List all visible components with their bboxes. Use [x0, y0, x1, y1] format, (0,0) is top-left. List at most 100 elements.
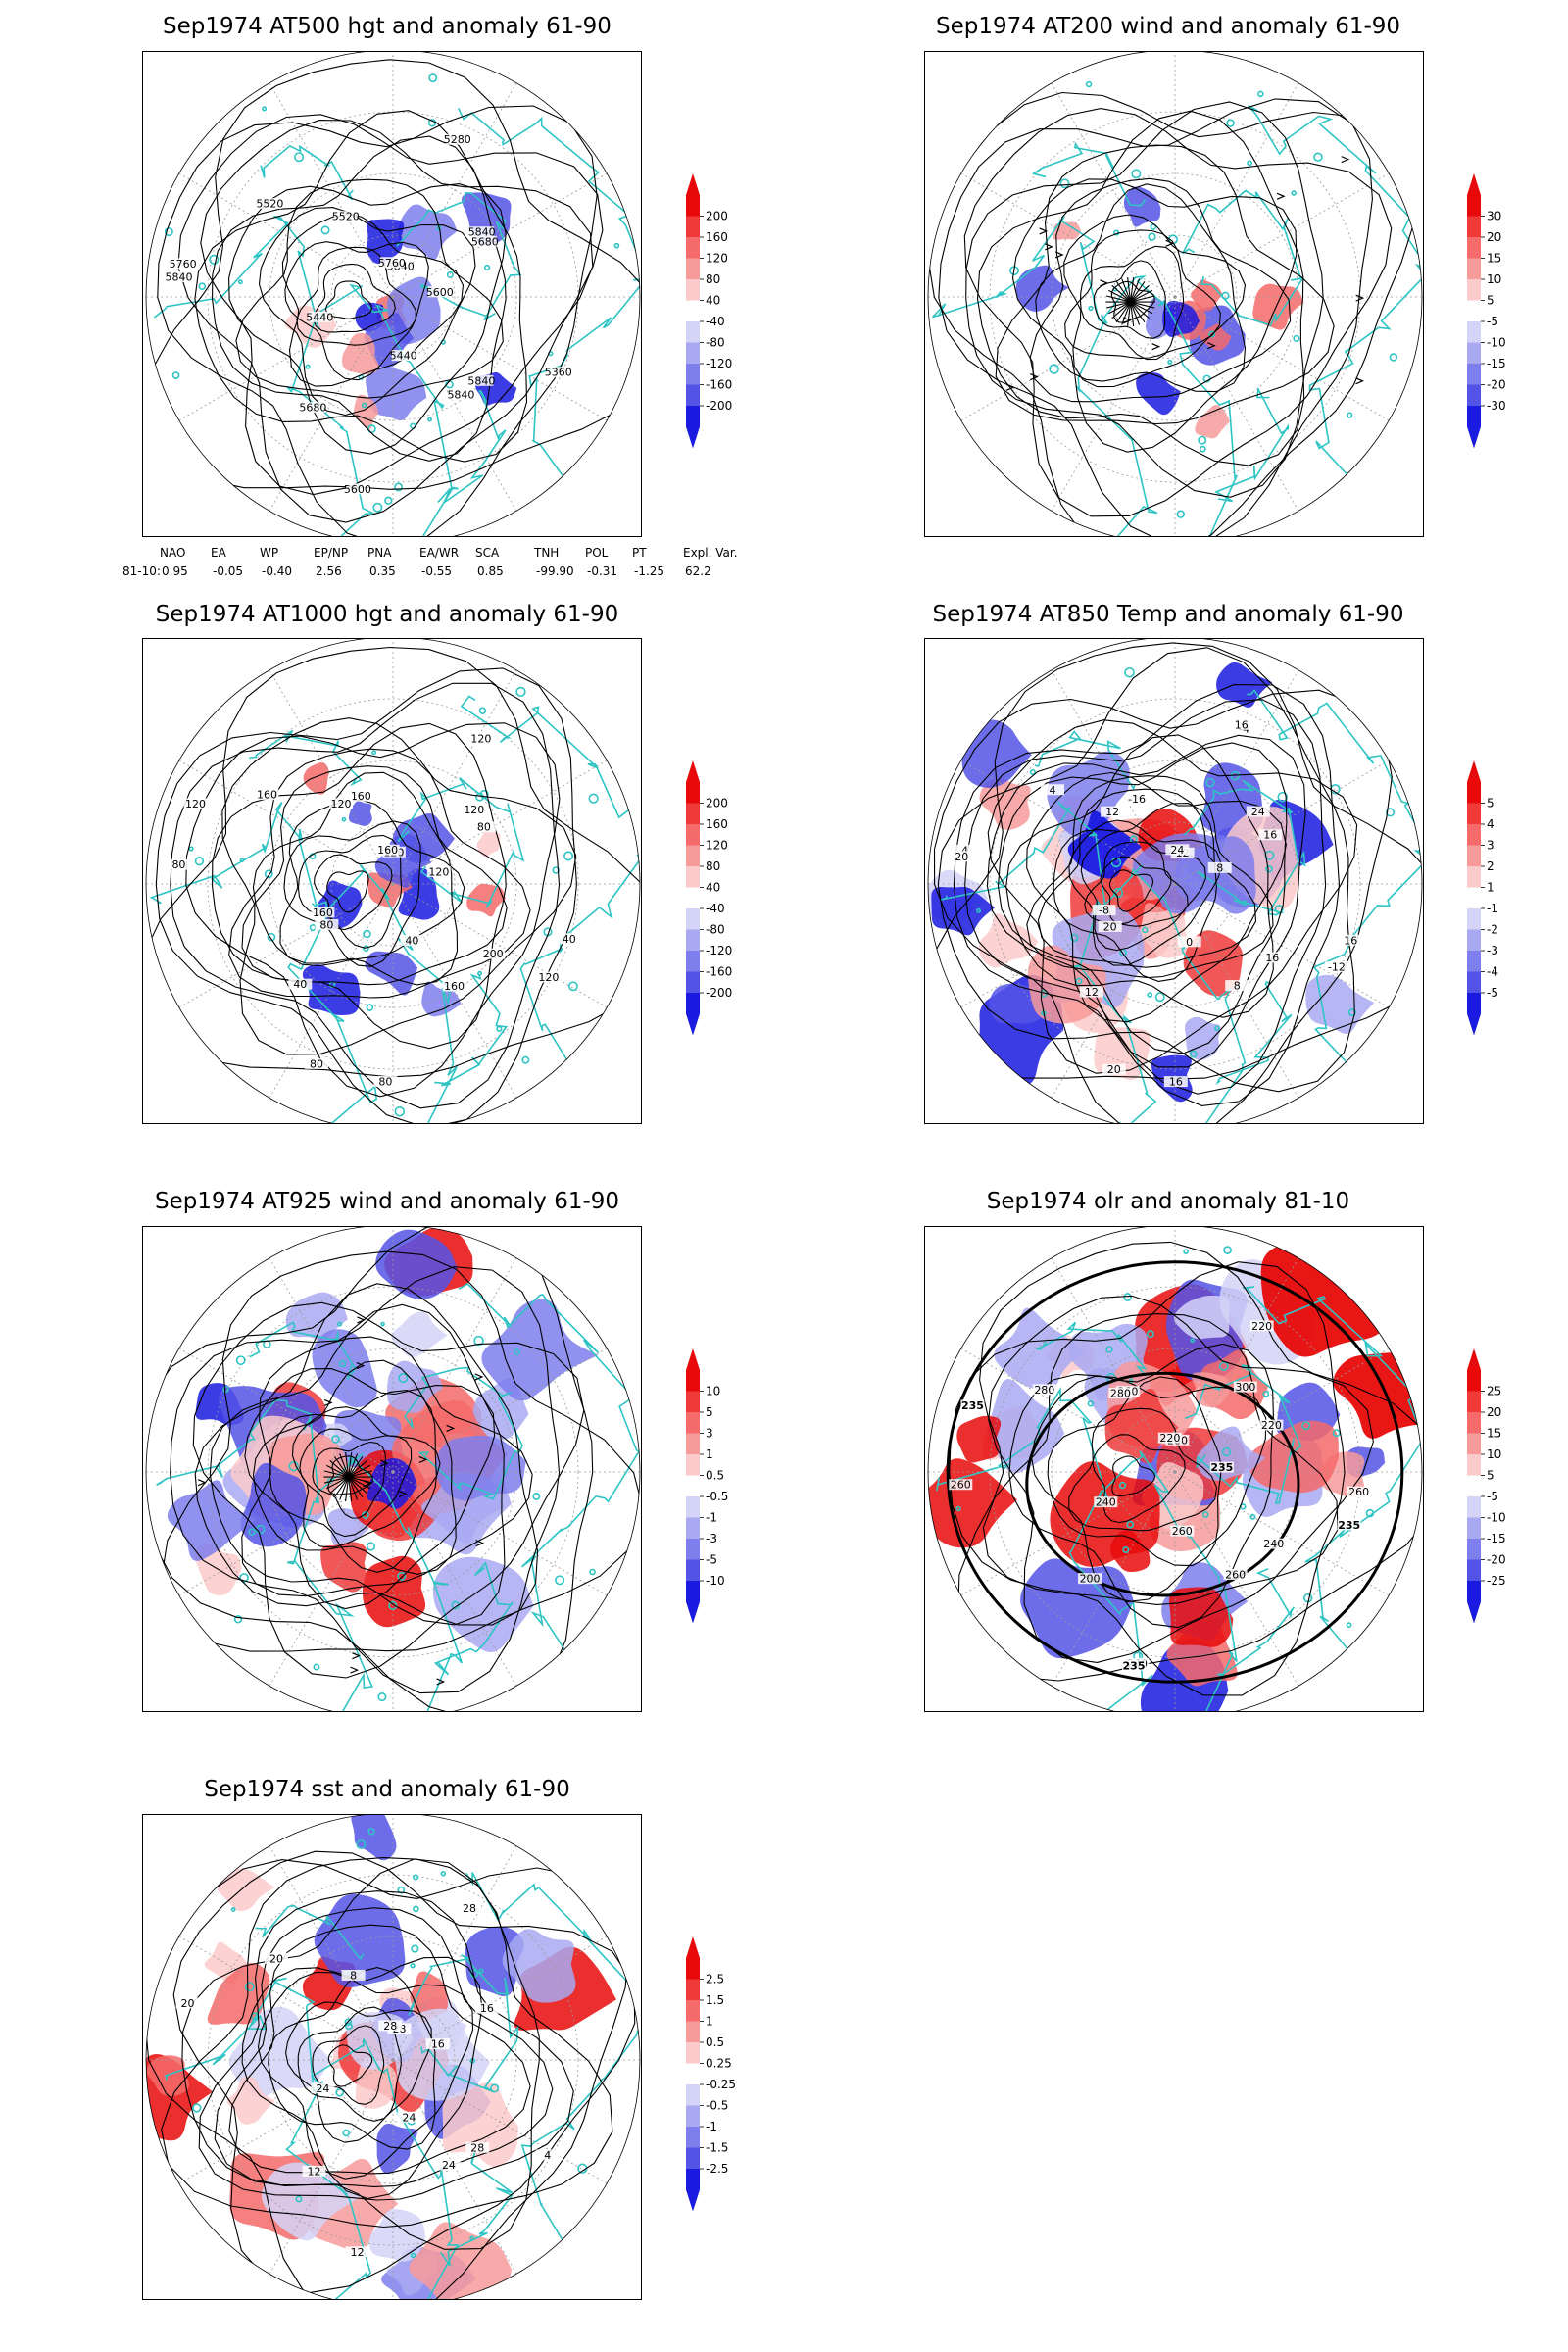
contour-label: 5840 — [468, 226, 496, 239]
colorbar-label: 0.25 — [706, 2057, 732, 2071]
hemisphere-outline — [145, 52, 641, 536]
contour-label-group: 12841620-16-12-8-40481224162024161216201… — [950, 718, 1363, 1089]
colorbar-label: 25 — [1487, 1385, 1501, 1398]
contour-label-bg — [1347, 1486, 1371, 1497]
colorbar-label: -10 — [1487, 1511, 1506, 1525]
colorbar-label: 0.5 — [706, 2035, 724, 2049]
contour-label-bg — [301, 402, 325, 414]
index-value: -99.90 — [536, 564, 574, 578]
contour-label: 40 — [293, 978, 307, 991]
index-header: Expl. Var. — [683, 546, 738, 560]
colorbar-swatch — [686, 971, 700, 993]
colorbar-swatch — [686, 279, 700, 301]
contour-label-bg — [175, 1997, 200, 2009]
colorbar-swatch — [1467, 1433, 1481, 1454]
contour-label: 16 — [1263, 829, 1277, 842]
colorbar-swatch — [686, 2169, 700, 2190]
colorbar-swatch — [1467, 1517, 1481, 1539]
colorbar-svg: 25 20 15 10 5 -5 -10 -15 -20 -25 — [1467, 1348, 1506, 1624]
contour-label: 260 — [1172, 1525, 1193, 1538]
colorbar-swatch — [686, 845, 700, 866]
colorbar-swatch — [1467, 993, 1481, 1014]
contour-label: 5840 — [447, 389, 474, 402]
contour-label-bg — [1165, 844, 1190, 856]
anomaly-shading — [391, 1311, 448, 1357]
contour-label-bg — [345, 2246, 369, 2258]
contour-label: 20 — [270, 1952, 283, 1965]
contour-label: 80 — [477, 821, 491, 834]
anomaly-shading — [364, 312, 415, 368]
contour-label: 5440 — [306, 311, 333, 323]
colorbar-label: 0.5 — [706, 1469, 724, 1483]
colorbar-label: 1.5 — [706, 1993, 724, 2007]
colorbar-label: 5 — [1487, 1469, 1494, 1483]
colorbar-label: -160 — [706, 378, 732, 392]
map-frame: 1201601208080160120160120401601204016020… — [142, 638, 642, 1124]
colorbar-swatch — [1467, 279, 1481, 301]
colorbar-swatch — [1467, 782, 1481, 804]
colorbar: 2.5 1.5 1 0.5 0.25 -0.25 -0.5 -1 -1.5 -2.5 — [686, 1936, 755, 2212]
colorbar-swatch — [1467, 1539, 1481, 1560]
index-header: TNH — [534, 546, 560, 560]
anomaly-shading — [314, 1893, 406, 1988]
contour-label: 24 — [402, 2111, 416, 2124]
panel-title: Sep1974 AT850 Temp and anomaly 61-90 — [932, 602, 1404, 627]
contour-label-bg — [1101, 806, 1125, 817]
contour-label: 5600 — [426, 286, 454, 299]
colorbar: 10 5 3 1 0.5 -0.5 -1 -3 -5 -10 — [686, 1348, 755, 1624]
contour-label-bg — [1250, 1320, 1274, 1332]
contour-label-bg — [1261, 1538, 1286, 1549]
contour-label: 5680 — [299, 402, 326, 415]
contour-label: 8 — [350, 1969, 357, 1982]
contour-label: 16 — [1169, 1076, 1183, 1089]
contour-lines — [146, 646, 640, 1123]
contour-label-bg — [391, 350, 416, 362]
anomaly-shading — [217, 1868, 275, 1912]
contour-label-bg — [426, 866, 451, 878]
anomaly-shading — [365, 951, 418, 996]
colorbar-swatch — [686, 2105, 700, 2127]
contour-label-bg — [469, 226, 494, 238]
contour-label-bg — [288, 978, 313, 990]
contour-label: 28 — [383, 2020, 397, 2033]
anomaly-shading — [367, 1457, 417, 1509]
panel-title: Sep1974 AT200 wind and anomaly 61-90 — [935, 14, 1401, 39]
colorbar-swatch — [1467, 1475, 1481, 1496]
anomaly-shading — [979, 777, 1031, 830]
contour-label-bg — [1233, 1381, 1257, 1393]
contour-label-bg — [1041, 784, 1065, 796]
contour-label-bg — [1032, 1384, 1056, 1396]
contour-label: 5520 — [332, 211, 360, 223]
colorbar-label: -5 — [1487, 1490, 1498, 1503]
colorbar-label: -200 — [706, 986, 732, 1000]
contour-label: 5760 — [170, 258, 197, 270]
anomaly-shading — [1252, 283, 1304, 330]
contour-label-bg — [1098, 920, 1122, 932]
colorbar-swatch — [686, 887, 700, 908]
contour-label-bg — [1246, 806, 1270, 817]
colorbar-swatch — [686, 384, 700, 406]
colorbar-label: -1 — [706, 2120, 717, 2133]
contour-label: 260 — [1225, 1569, 1246, 1582]
contour-label: -12 — [1328, 961, 1346, 974]
polar-map: 5840584057605680560055205360544052805440… — [145, 52, 641, 536]
contour-label-bg — [474, 2002, 499, 2014]
panel-title: Sep1974 AT500 hgt and anomaly 61-90 — [163, 14, 612, 39]
contour-label: 5840 — [166, 270, 193, 283]
colorbar-label: -25 — [1487, 1574, 1506, 1588]
colorbar-bottom-arrow — [686, 1013, 700, 1036]
colorbar-label: 20 — [1487, 1405, 1501, 1419]
colorbar-label: 5 — [1487, 294, 1494, 308]
contour-label-bg — [427, 286, 452, 298]
contour-label-bg — [378, 2020, 403, 2032]
contour-label: 16 — [480, 2002, 494, 2015]
contour-label: 220 — [1261, 1419, 1282, 1432]
contour-label: 5520 — [256, 198, 283, 211]
colorbar-label: -5 — [1487, 986, 1498, 1000]
colorbar-label: 5 — [1487, 797, 1494, 810]
index-header: PNA — [368, 546, 392, 560]
contour-label-bg — [1258, 829, 1283, 841]
hemisphere-outline — [927, 639, 1423, 1123]
contour-label-bg — [345, 483, 369, 495]
colorbar-svg: 200 160 120 80 40 -40 -80 -120 -160 -200 — [686, 760, 732, 1036]
